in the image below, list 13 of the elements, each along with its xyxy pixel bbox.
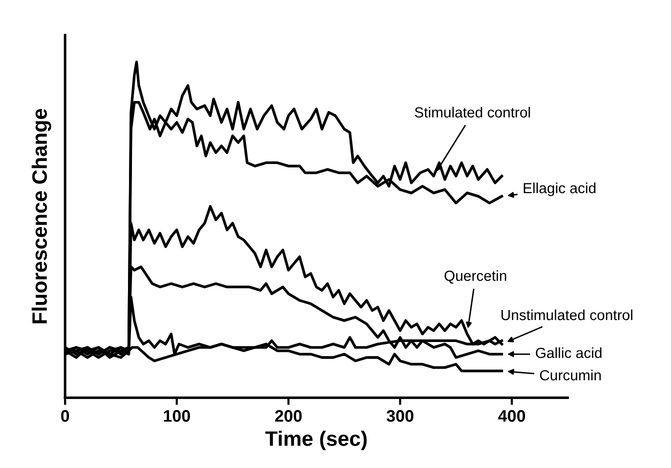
- x-tick-label: 200: [275, 410, 302, 422]
- x-tick-label: 400: [498, 410, 526, 422]
- annotation: Unstimulated control: [502, 309, 632, 320]
- annotation: Gallic acid: [536, 347, 602, 358]
- annotation: Quercetin: [444, 270, 506, 284]
- x-tick-label: 300: [386, 410, 414, 422]
- x-axis-title: Time (sec): [265, 430, 367, 450]
- y-axis-title: Fluorescence Change: [32, 108, 52, 324]
- annotation: Stimulated control: [414, 106, 530, 118]
- x-tick-label: 0: [61, 410, 70, 422]
- x-tick-label: 100: [164, 410, 190, 422]
- annotation: Curcumin: [540, 370, 601, 380]
- annotation: Ellagic acid: [524, 182, 596, 196]
